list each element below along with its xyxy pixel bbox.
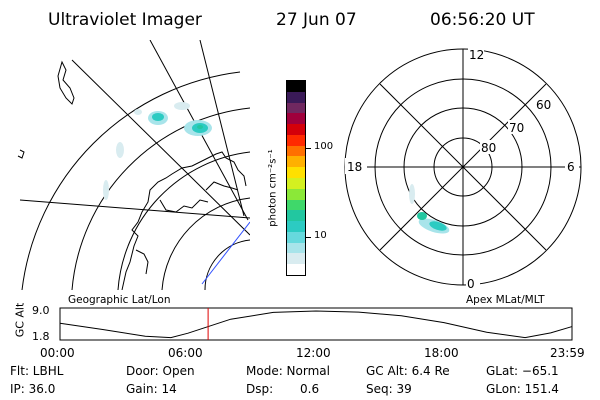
time-label: 06:56:20 UT (430, 10, 535, 30)
colorbar-segment (287, 231, 305, 243)
instrument-title: Ultraviolet Imager (48, 10, 202, 30)
filter-status: Flt: LBHL (10, 364, 64, 378)
geographic-label: Geographic Lat/Lon (68, 294, 171, 306)
coastline (57, 60, 75, 105)
colorbar-segment (287, 134, 305, 146)
colorbar-segment (287, 177, 305, 189)
ip-status: IP: 36.0 (10, 382, 56, 396)
timeline-xtick: 12:00 (296, 346, 331, 360)
colorbar-segment (287, 113, 305, 125)
aurora-emission (103, 102, 212, 200)
mlt-label-12: 12 (469, 48, 484, 62)
latitude-arc (21, 71, 241, 290)
glat-status: GLat: −65.1 (486, 364, 559, 378)
colorbar-segment (287, 145, 305, 157)
colorbar-segment (287, 199, 305, 211)
colorbar-segment (287, 102, 305, 114)
colorbar-segment (287, 188, 305, 200)
timeline-ytick: 1.8 (32, 330, 50, 343)
meridian-line (19, 199, 250, 219)
gc-alt-status: GC Alt: 6.4 Re (366, 364, 450, 378)
colorbar-segment (287, 253, 305, 265)
coastline (17, 149, 25, 159)
dsp-value: 0.6 (300, 382, 320, 396)
mlt-label-18: 18 (347, 160, 362, 174)
latitude-arc (161, 197, 250, 290)
colorbar-segment (287, 81, 305, 92)
gain-status: Gain: 14 (126, 382, 177, 396)
glon-status: GLon: 151.4 (486, 382, 559, 396)
colorbar-label: photon cm⁻²s⁻¹ (267, 149, 279, 227)
timeline-frame (59, 307, 573, 341)
mlt-line (379, 83, 547, 251)
colorbar-segment (287, 210, 305, 222)
terminator-line (201, 221, 250, 285)
mlt-label-6: 6 (567, 160, 575, 174)
aurora-emission (409, 184, 450, 234)
altitude-curve (59, 310, 572, 339)
colorbar-segment (287, 91, 305, 103)
latitude-arc (117, 151, 250, 290)
colorbar-tick (306, 237, 311, 238)
colorbar-segment (287, 124, 305, 135)
door-status: Door: Open (126, 364, 195, 378)
colorbar-segment (287, 167, 305, 178)
mlt-label-0: 0 (467, 277, 475, 291)
mlat-label-60: 60 (536, 98, 551, 112)
colorbar-tick (306, 148, 311, 149)
colorbar-segment (287, 242, 305, 254)
timeline-ylabel: GC Alt (13, 302, 27, 338)
mode-status: Mode: Normal (246, 364, 330, 378)
meridian-line (71, 59, 250, 236)
timeline-xtick: 00:00 (40, 346, 75, 360)
apex-label: Apex MLat/MLT (466, 294, 545, 306)
seq-status: Seq: 39 (366, 382, 412, 396)
timeline-xtick: 06:00 (168, 346, 203, 360)
date-label: 27 Jun 07 (276, 10, 357, 30)
timeline-ytick: 9.0 (32, 304, 50, 317)
coastline (205, 181, 239, 191)
colorbar-segment (287, 221, 305, 232)
colorbar-segment (287, 156, 305, 168)
timeline-xtick: 23:59 (550, 346, 585, 360)
coastline (121, 151, 247, 290)
latitude-arc (204, 239, 250, 290)
meridian-line (199, 40, 245, 217)
colorbar-segment (287, 264, 305, 275)
altitude-timeline (59, 307, 573, 341)
mlat-label-70: 70 (509, 121, 524, 135)
dsp-label: Dsp: (246, 382, 274, 396)
latitude-arc (71, 107, 250, 290)
colorbar (286, 80, 306, 276)
coastline (135, 249, 149, 275)
colorbar-tick-label: 10 (314, 230, 327, 241)
mlat-label-80: 80 (481, 141, 496, 155)
polar-plot: 12 18 6 0 60 70 80 (344, 47, 582, 291)
coastline (159, 199, 209, 213)
timeline-xtick: 18:00 (424, 346, 459, 360)
colorbar-tick-label: 100 (314, 141, 334, 152)
geographic-map (17, 40, 250, 290)
